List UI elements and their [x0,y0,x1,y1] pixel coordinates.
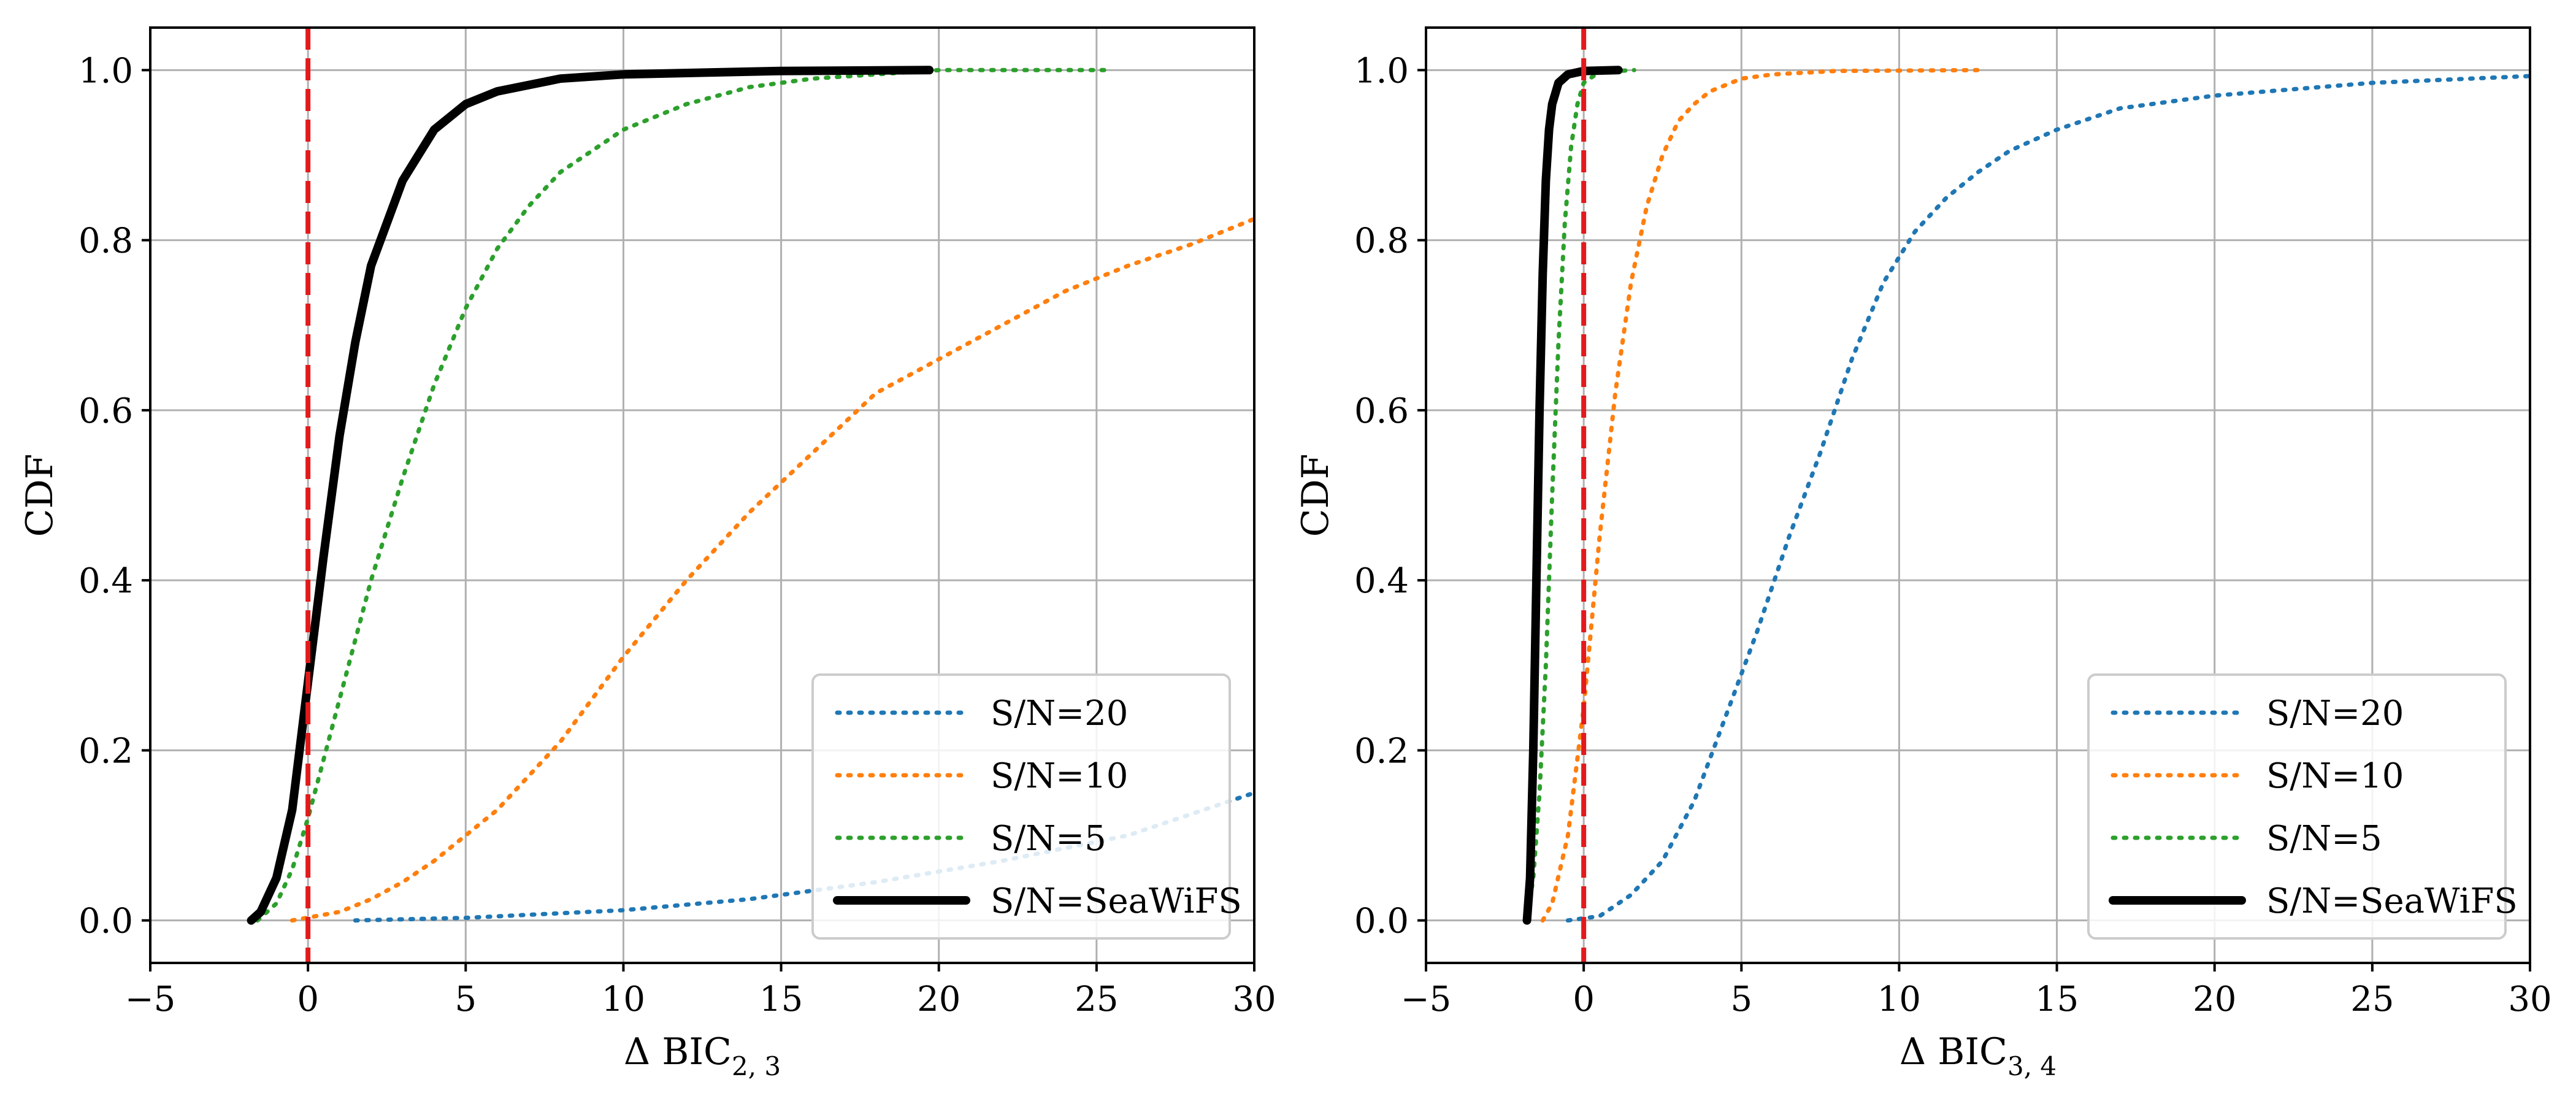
series-line-s-n-20 [1565,74,2530,923]
y-tick-label: 0.8 [79,221,133,261]
legend-label: S/N=10 [991,756,1128,796]
x-tick-label: 25 [2350,979,2394,1019]
legend-label: S/N=20 [2266,694,2404,734]
legend-label: S/N=SeaWiFS [2266,881,2518,921]
x-tick-label: 0 [297,979,319,1019]
axes-frame [1425,26,2531,964]
plot-area [247,28,1254,963]
y-axis-label: CDF [1294,454,1337,537]
x-tick-label: 25 [1075,979,1118,1019]
series-line-s-n-10 [1540,67,1980,923]
plot-area [1522,28,2530,963]
x-tick-label: −5 [125,979,176,1019]
x-tick-label: 30 [1232,979,1276,1019]
legend-box [2087,673,2507,940]
series-line-s-n-10 [289,217,1254,923]
y-tick-label: 0.2 [1354,731,1409,771]
y-tick-label: 1.0 [1354,51,1409,91]
legend: S/N=20 S/N=10 S/N=5 S/N=SeaWiFS [811,673,1242,940]
right-chart-panel: −5 0 5 10 15 20 25 30 0.0 0.2 0.4 0.6 0.8 1.0 Δ BIC3, … [1294,26,2552,1081]
y-tick-label: 0.6 [79,391,133,431]
x-tick-label: 0 [1573,979,1595,1019]
series-line-s-n-seawifs [247,66,934,925]
y-tick-label: 0.8 [1354,221,1409,261]
x-axis-label: Δ BIC2, 3 [624,1030,781,1081]
x-tick-label: 20 [917,979,960,1019]
x-tick-label: 30 [2508,979,2551,1019]
legend-label: S/N=5 [991,819,1106,859]
legend-label: S/N=5 [2266,819,2382,859]
y-tick-label: 0.4 [1354,561,1409,601]
x-tick-label: 15 [759,979,803,1019]
x-tick-label: 5 [1730,979,1752,1019]
x-tick-label: 10 [602,979,645,1019]
y-tick-label: 0.0 [79,902,133,941]
x-tick-label: 20 [2193,979,2236,1019]
x-axis-label: Δ BIC3, 4 [1899,1030,2057,1081]
x-tick-label: 10 [1877,979,1921,1019]
legend-label: S/N=10 [2266,756,2404,796]
legend: S/N=20 S/N=10 S/N=5 S/N=SeaWiFS [2087,673,2518,940]
x-tick-label: −5 [1401,979,1452,1019]
series-line-s-n-20 [353,791,1254,923]
x-tick-label: 5 [454,979,477,1019]
legend-label: S/N=SeaWiFS [991,881,1242,921]
left-chart-panel: −5 0 5 10 15 20 25 30 0.0 0.2 0.4 0.6 0.8 1.0 Δ BIC2, … [18,26,1276,1081]
y-tick-label: 0.4 [79,561,133,601]
series-line-s-n-seawifs [1522,66,1623,925]
y-tick-label: 0.2 [79,731,133,771]
series-line-s-n-5 [1525,67,1636,923]
x-tick-label: 15 [2035,979,2079,1019]
series-line-s-n-5 [255,67,1108,923]
y-tick-label: 1.0 [79,51,133,91]
y-tick-label: 0.0 [1354,902,1409,941]
y-tick-label: 0.6 [1354,391,1409,431]
legend-label: S/N=20 [991,694,1128,734]
y-axis-label: CDF [18,454,61,537]
legend-box [811,673,1231,940]
axes-frame [149,26,1255,964]
